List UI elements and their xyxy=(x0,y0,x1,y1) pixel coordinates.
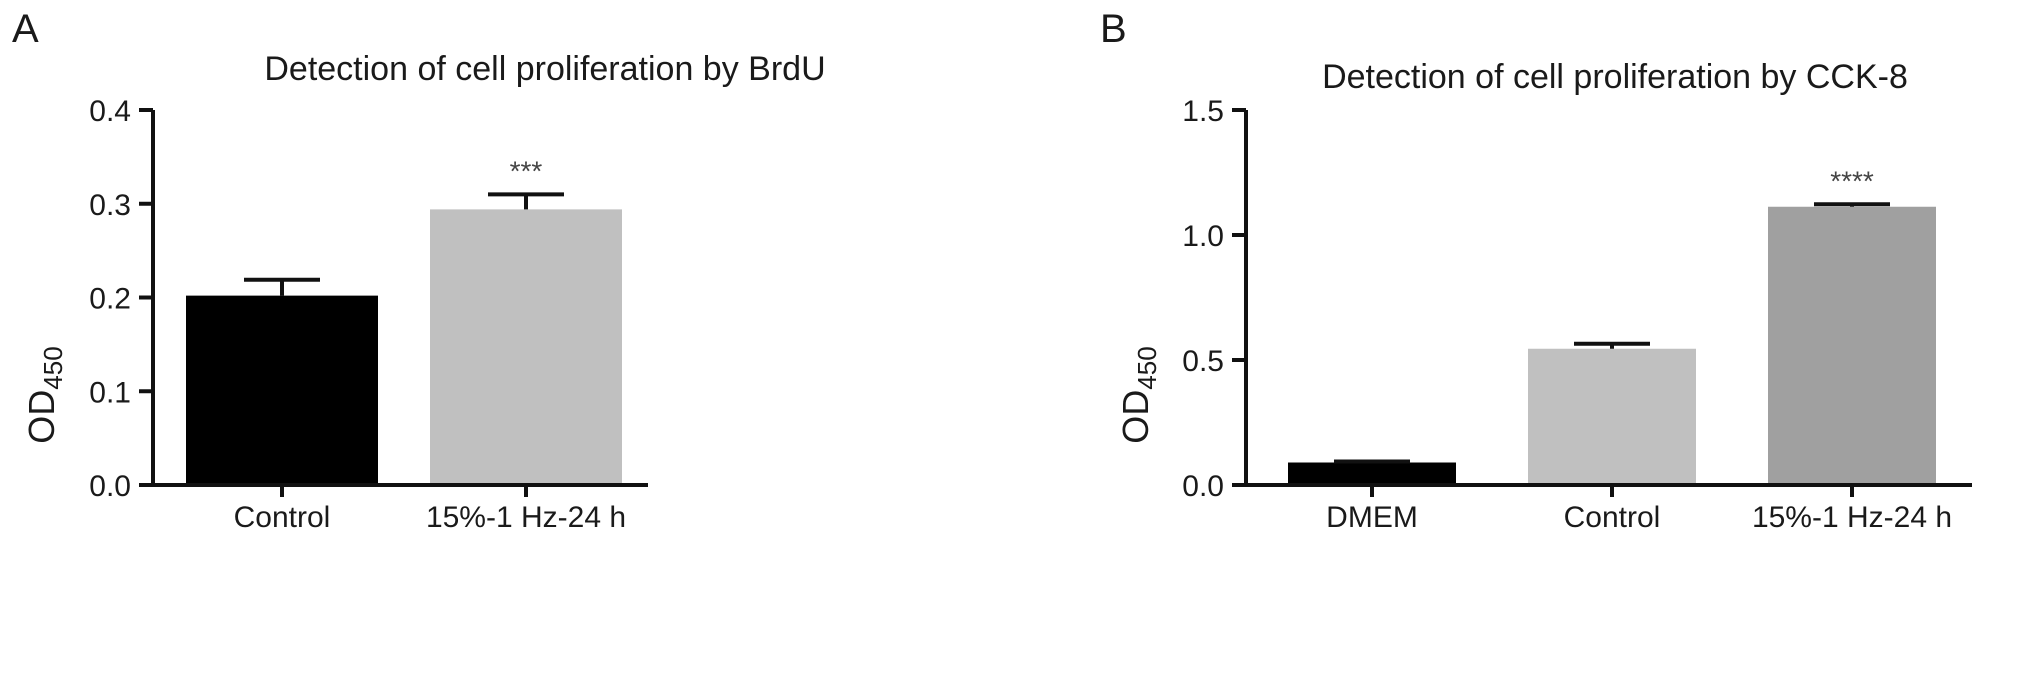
panel-b-bar-2 xyxy=(1528,348,1696,485)
panel-a: A Detection of cell proliferation by Brd… xyxy=(12,7,826,534)
panel-a-y-tick-label-5: 0.4 xyxy=(89,95,131,128)
panel-b-bar-3 xyxy=(1768,206,1936,485)
panel-a-y-axis-label: OD450 xyxy=(21,346,68,443)
panel-a-y-tick-label-2: 0.1 xyxy=(89,376,131,409)
panel-b-y-tick-label-3: 1.0 xyxy=(1182,220,1224,253)
panel-b-y-tick-label-4: 1.5 xyxy=(1182,95,1224,128)
panel-a-title: Detection of cell proliferation by BrdU xyxy=(264,50,825,88)
panel-b-label: B xyxy=(1100,7,1127,51)
panel-a-bar-1 xyxy=(186,295,378,485)
panel-b-title: Detection of cell proliferation by CCK-8 xyxy=(1322,58,1908,96)
panel-a-category-label-1: Control xyxy=(234,501,331,534)
panel-b-y-axis-label-main: OD xyxy=(1115,390,1156,444)
panel-a-y-axis-label-main: OD xyxy=(21,390,62,444)
panel-a-significance-2: *** xyxy=(510,155,543,186)
panel-b: B Detection of cell proliferation by CCK… xyxy=(1100,7,1972,534)
panel-b-bar-1 xyxy=(1288,462,1456,485)
panel-b-y-tick-label-1: 0.0 xyxy=(1182,470,1224,503)
panel-b-category-label-1: DMEM xyxy=(1326,501,1418,534)
panel-b-y-axis-label-subscript: 450 xyxy=(1132,346,1162,389)
panel-b-y-tick-label-2: 0.5 xyxy=(1182,345,1224,378)
panel-b-category-label-2: Control xyxy=(1564,501,1661,534)
panel-a-category-label-2: 15%-1 Hz-24 h xyxy=(426,501,626,534)
panel-a-y-tick-label-3: 0.2 xyxy=(89,283,131,316)
panel-a-y-axis-label-subscript: 450 xyxy=(38,346,68,389)
panel-b-category-label-3: 15%-1 Hz-24 h xyxy=(1752,501,1952,534)
panel-a-bar-2 xyxy=(430,209,622,485)
panel-a-label: A xyxy=(12,7,39,51)
panel-b-significance-3: **** xyxy=(1830,165,1874,196)
panel-b-plot-area: DMEM Control **** 15%-1 Hz-24 h 0.0 0.5 1.0 1.5 xyxy=(1182,95,1972,534)
panel-b-y-axis-label: OD450 xyxy=(1115,346,1162,443)
panel-a-y-tick-label-4: 0.3 xyxy=(89,189,131,222)
panel-a-y-tick-label-1: 0.0 xyxy=(89,470,131,503)
panel-a-plot-area: Control *** 15%-1 Hz-24 h 0.0 0.1 0.2 0.3 0.4 xyxy=(89,95,648,534)
